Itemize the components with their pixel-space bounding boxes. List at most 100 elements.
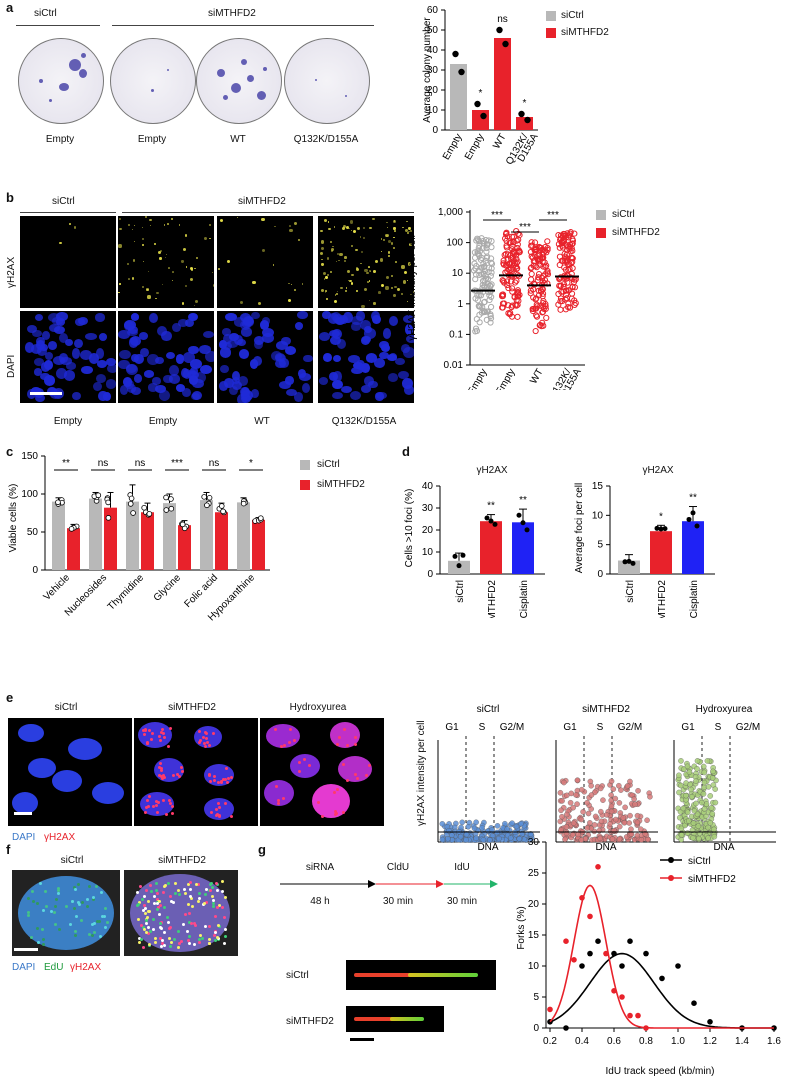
- b-group-sictrl: siCtrl: [52, 196, 75, 207]
- b-ytick-label: 1,000: [438, 207, 463, 218]
- c-bar: [104, 507, 117, 570]
- e-phase-label: G2/M: [736, 722, 760, 733]
- e-point: [591, 822, 598, 828]
- c-bar: [215, 512, 228, 570]
- b-point: [476, 242, 483, 249]
- chart-a: Average colony number 0 10 20 30 40 50 60 * ns *…: [422, 5, 541, 167]
- b-point: [540, 263, 547, 270]
- g-ytick-label: 25: [528, 868, 540, 879]
- g-point: [619, 994, 625, 1000]
- g-xtick-label: 1.4: [735, 1036, 749, 1047]
- dl-sig-label: **: [519, 495, 527, 506]
- dr-point: [626, 558, 632, 564]
- b-point: [513, 265, 520, 273]
- g-xtick-label: 0.4: [575, 1036, 589, 1047]
- c-point: [258, 515, 264, 521]
- g-point: [619, 963, 625, 969]
- b-point: [509, 302, 516, 309]
- c-bar: [52, 501, 65, 570]
- e-point: [694, 758, 701, 764]
- e-point: [494, 822, 501, 829]
- chart-e-scatter: siMTHFD2 G1 S G2/M DNA: [555, 704, 658, 850]
- a-bar: [450, 64, 467, 130]
- c-bar: [163, 503, 176, 570]
- b-point: [514, 244, 521, 252]
- b-point: [511, 249, 518, 256]
- a-ytick-label: 10: [427, 105, 439, 116]
- e-point: [687, 781, 693, 788]
- colony-dish-1: [18, 38, 104, 124]
- g-scale-bar: [350, 1038, 374, 1041]
- g-point: [547, 1006, 553, 1013]
- dl-sig-label: **: [487, 501, 495, 512]
- e-point: [612, 816, 619, 823]
- f-img-sictrl: [12, 870, 120, 956]
- e-point: [693, 800, 699, 807]
- b-sig-label: ***: [491, 210, 503, 221]
- b-point: [544, 245, 551, 252]
- dl-point: [492, 521, 498, 527]
- b-point: [562, 266, 569, 273]
- e-point: [559, 813, 565, 820]
- legend-b-simthfd2: siMTHFD2: [612, 227, 660, 238]
- e-img-label-1: siCtrl: [54, 702, 78, 713]
- b-point: [479, 304, 486, 311]
- c-point: [105, 515, 112, 521]
- a-point: [502, 40, 509, 48]
- b-gh2ax-image: [20, 216, 116, 308]
- dr-point: [658, 526, 664, 532]
- g-duration-3: 30 min: [446, 896, 478, 907]
- g-point: [595, 938, 601, 944]
- e-stain-dapi: DAPI: [12, 832, 36, 843]
- b-point: [533, 313, 541, 320]
- b-point: [542, 271, 549, 278]
- e-point: [708, 805, 715, 811]
- b-ytick-label: 100: [446, 238, 463, 249]
- e-point: [678, 758, 684, 764]
- e-point: [616, 782, 622, 789]
- e-point: [644, 817, 650, 824]
- b-point: [502, 231, 510, 238]
- b-point: [480, 260, 487, 267]
- f-img-label-1: siCtrl: [60, 855, 84, 866]
- chart-d-left-ylabel: Cells >10 foci (%): [404, 489, 415, 568]
- e-point: [563, 824, 570, 830]
- e-point: [509, 820, 515, 826]
- c-sig-label: ***: [171, 458, 183, 469]
- e-point: [557, 818, 564, 825]
- e-point: [465, 823, 472, 830]
- e-img-simthfd2: [134, 718, 258, 826]
- e-point: [700, 763, 707, 770]
- e-point: [608, 808, 615, 815]
- e-point: [463, 837, 469, 843]
- b-row-gh2ax: γH2AX: [6, 256, 17, 288]
- d-right-title: γH2AX: [642, 465, 674, 476]
- c-point: [220, 508, 226, 515]
- chart-d-right-ylabel: Average foci per cell: [574, 483, 585, 573]
- legend-b-sictrl: siCtrl: [612, 209, 635, 220]
- e-point: [632, 801, 638, 808]
- e-point: [473, 835, 479, 842]
- chart-g: Forks (%) IdU track speed (kb/min) 0 5 10 1…: [516, 838, 781, 1077]
- b-point: [472, 271, 480, 278]
- e-point: [578, 786, 585, 793]
- dr-ytick-label: 5: [597, 540, 603, 551]
- c-point: [163, 494, 169, 501]
- b-xtick-label: Empty: [466, 367, 490, 390]
- b-point: [514, 313, 521, 320]
- b-point: [508, 273, 516, 280]
- c-bar: [237, 502, 250, 570]
- e-point: [642, 831, 649, 837]
- dl-bar: [512, 522, 534, 574]
- g-point: [571, 957, 577, 963]
- e-point: [516, 836, 523, 842]
- c-point: [141, 504, 147, 511]
- b-point: [510, 266, 517, 273]
- legend-c-sictrl: siCtrl: [317, 459, 340, 470]
- c-ytick-label: 0: [32, 565, 38, 576]
- g-point: [563, 1025, 569, 1031]
- e-point: [626, 820, 633, 826]
- chart-g-ylabel: Forks (%): [516, 906, 527, 949]
- b-gh2ax-image: [318, 216, 414, 308]
- dl-point: [484, 515, 490, 521]
